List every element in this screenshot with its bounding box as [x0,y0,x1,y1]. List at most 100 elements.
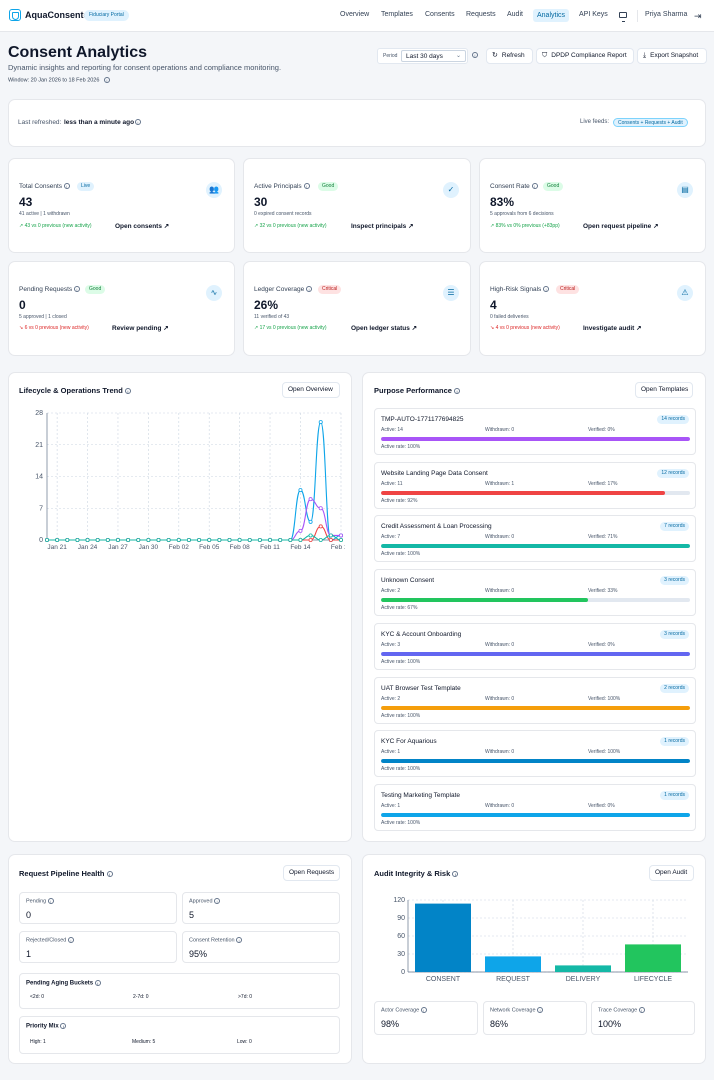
dpdp-report-button[interactable]: ⛉ DPDP Compliance Report [536,48,634,64]
kpi-link-open-ledger-status[interactable]: Open ledger status ↗ [351,325,418,332]
bar-request[interactable] [485,956,541,972]
series-point[interactable] [197,537,202,542]
series-point[interactable] [85,537,90,542]
purpose-item[interactable]: Testing Marketing Template 1 records Activ… [374,783,696,831]
series-point[interactable] [298,537,303,542]
series-point[interactable] [186,537,191,542]
info-icon[interactable]: i [454,388,461,395]
series-point[interactable] [227,537,232,542]
purpose-item[interactable]: KYC For Aquarious 1 records Active: 1 Withd… [374,730,696,778]
series-point[interactable] [247,537,252,542]
info-icon[interactable]: i [94,980,101,986]
series-point[interactable] [176,537,181,542]
series-point[interactable] [65,537,70,542]
open-overview-button[interactable]: Open Overview [282,382,340,398]
period-select[interactable]: Last 30 days ⌄ [401,50,466,62]
info-icon[interactable]: i [236,937,243,943]
open-requests-button[interactable]: Open Requests [283,865,340,881]
user-name[interactable]: Priya Sharma [645,11,688,18]
series-point[interactable] [338,533,343,538]
info-icon[interactable]: i [531,183,538,190]
series-point[interactable] [136,537,141,542]
bar-consent[interactable] [415,903,471,972]
series-point[interactable] [146,537,151,542]
info-icon[interactable]: i [47,898,54,904]
series-point[interactable] [318,524,323,529]
nav-api-keys[interactable]: API Keys [579,11,608,18]
series-point[interactable] [278,537,283,542]
series-point[interactable] [298,528,303,533]
open-templates-button[interactable]: Open Templates [635,382,693,398]
info-icon[interactable]: i [73,286,80,293]
open-audit-button[interactable]: Open Audit [649,865,694,881]
series-point[interactable] [237,537,242,542]
logout-icon[interactable]: ⇥ [694,11,702,21]
series-point[interactable] [105,537,110,542]
series-point[interactable] [268,537,273,542]
series-point[interactable] [328,533,333,538]
info-icon[interactable]: i [452,871,459,878]
series-point[interactable] [308,533,313,538]
series-point[interactable] [298,488,303,493]
series-point[interactable] [328,537,333,542]
bar-delivery[interactable] [555,965,611,972]
series-point[interactable] [318,506,323,511]
info-icon[interactable]: i [303,183,310,190]
nav-consents[interactable]: Consents [425,11,455,18]
info-icon[interactable]: i [638,1007,645,1013]
info-icon[interactable]: i [306,286,313,293]
series-point[interactable] [318,420,323,425]
series-point[interactable] [288,537,293,542]
kpi-link-review-pending[interactable]: Review pending ↗ [112,325,169,332]
info-icon[interactable]: i [537,1007,544,1013]
series-point[interactable] [126,537,131,542]
series-point[interactable] [308,497,313,502]
series-point[interactable] [308,519,313,524]
info-icon[interactable]: i [124,388,131,395]
export-snapshot-button[interactable]: ⤓ Export Snapshot [637,48,707,64]
series-point[interactable] [55,537,60,542]
series-point[interactable] [95,537,100,542]
info-icon[interactable]: i [103,77,110,83]
purpose-item[interactable]: Unknown Consent 3 records Active: 2 Withdra… [374,569,696,617]
series-point[interactable] [75,537,80,542]
brand-name[interactable]: AquaConsento [25,10,89,20]
series-point[interactable] [44,537,49,542]
info-icon[interactable]: i [543,286,550,293]
info-icon[interactable]: i [420,1007,427,1013]
info-icon[interactable]: i [60,1023,67,1029]
purpose-item[interactable]: Website Landing Page Data Consent 12 reco… [374,461,696,509]
info-icon[interactable]: i [214,898,221,904]
nav-templates[interactable]: Templates [381,11,413,18]
period-info-icon[interactable]: i [472,52,478,58]
purpose-item[interactable]: UAT Browser Test Template 2 records Active… [374,676,696,724]
kpi-link-inspect-principals[interactable]: Inspect principals ↗ [351,223,414,230]
series-point[interactable] [156,537,161,542]
monitor-icon[interactable] [619,12,627,22]
series-point[interactable] [166,537,171,542]
series-point[interactable] [115,537,120,542]
kpi-link-open-request-pipeline[interactable]: Open request pipeline ↗ [583,223,659,230]
nav-requests[interactable]: Requests [466,11,496,18]
purpose-item[interactable]: Credit Assessment & Loan Processing 7 rec… [374,515,696,563]
last-refreshed-info-icon[interactable]: i [135,119,141,125]
request-pipeline-title-text: Request Pipeline Health [19,869,105,878]
info-icon[interactable]: i [63,183,70,190]
purpose-item[interactable]: KYC & Account Onboarding 3 records Active:… [374,622,696,670]
refresh-button[interactable]: ↻ Refresh [486,48,533,64]
purpose-item[interactable]: TMP-AUTO-1771177694825 14 records Active: … [374,408,696,455]
info-icon[interactable]: i [106,871,113,878]
kpi-link-investigate-audit[interactable]: Investigate audit ↗ [583,325,642,332]
bar-lifecycle[interactable] [625,944,681,972]
series-point[interactable] [318,537,323,542]
series-point[interactable] [217,537,222,542]
nav-audit[interactable]: Audit [507,11,523,18]
series-point[interactable] [338,537,343,542]
series-point[interactable] [257,537,262,542]
nav-analytics[interactable]: Analytics [533,9,570,22]
series-point[interactable] [308,537,313,542]
nav-overview[interactable]: Overview [340,11,370,18]
info-icon[interactable]: i [67,937,74,943]
series-point[interactable] [207,537,212,542]
kpi-link-open-consents[interactable]: Open consents ↗ [115,223,170,230]
